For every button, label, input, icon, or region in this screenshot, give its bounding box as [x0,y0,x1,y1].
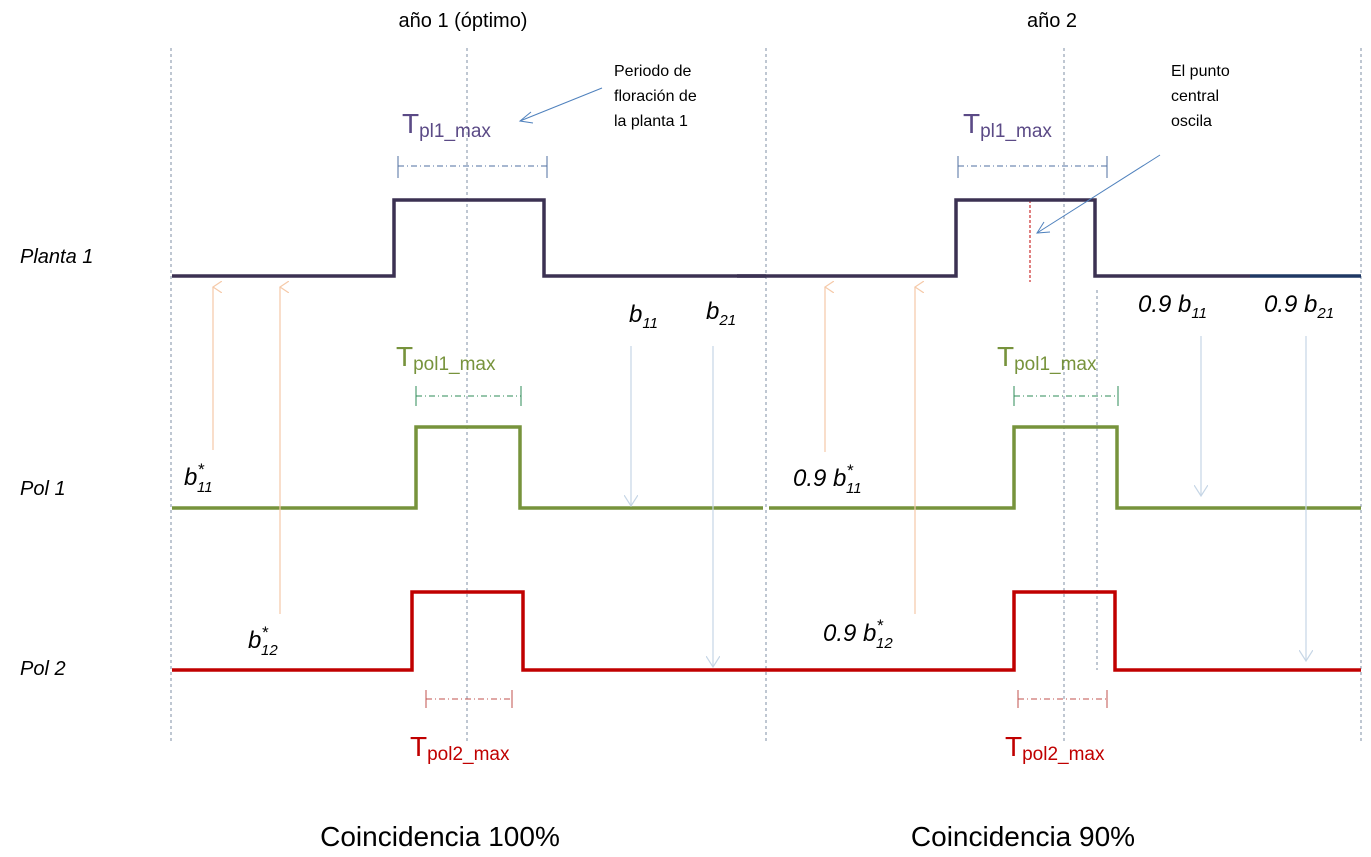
label-09b21-year2: 0.9 b21 [1264,291,1334,322]
header-year1: año 1 (óptimo) [399,10,528,32]
pol2-signal [172,590,1361,672]
pol1-signal-year1 [172,425,763,510]
row-label-plant1: Planta 1 [20,246,93,268]
label-b11-star-year2: 0.9 b* 11 [793,461,862,497]
tpol1-sub-year2: pol1_max [1014,354,1097,375]
tpol2-period-year2 [1017,690,1108,708]
label-b12-star-year2: 0.9 b* 12 [823,616,893,652]
tpol1-main-year2: T [997,341,1014,372]
tpol2-main-year1: T [410,731,427,762]
tpol1-label-year2: Tpol1_max [997,341,1097,375]
tpl1-period-year2 [957,156,1108,178]
tpl1-label-year1: Tpl1_max [402,108,491,142]
header-year2: año 2 [1027,10,1077,32]
tpol1-period-year1 [415,386,522,406]
note-oscillation-line3: oscila [1171,113,1212,130]
plant1-signal-year2 [737,198,1250,278]
tpl1-main-year2: T [963,108,980,139]
tpol2-label-year2: Tpol2_max [1005,731,1105,765]
tpol1-sub-year1: pol1_max [413,354,496,375]
label-b12-star-year1: b* 12 [248,623,278,659]
callout-flowering-pointer [519,87,603,122]
tpol2-main-year2: T [1005,731,1022,762]
row-label-pol1: Pol 1 [20,478,66,500]
label-09b11-year2: 0.9 b11 [1138,291,1207,322]
tpol2-sub-year1: pol2_max [427,744,510,765]
pol1-signal-year2 [769,425,1361,510]
note-flowering-line1: Periodo de [614,63,691,80]
label-b11-year1: b11 [629,301,658,332]
tpol1-label-year1: Tpol1_max [396,341,496,375]
row-label-pol2: Pol 2 [20,658,66,680]
note-flowering-line3: la planta 1 [614,113,688,130]
tpl1-main-year1: T [402,108,419,139]
note-flowering-line2: floración de [614,88,697,105]
tpl1-period-year1 [397,156,548,178]
label-b11-star-year1: b* 11 [184,460,213,496]
tpol1-period-year2 [1013,386,1119,406]
footer-coincidence-year2: Coincidencia 90% [911,821,1135,852]
tpl1-sub-year2: pl1_max [980,121,1052,142]
tpl1-sub-year1: pl1_max [419,121,491,142]
tpol1-main-year1: T [396,341,413,372]
note-oscillation-line1: El punto [1171,63,1230,80]
footer-coincidence-year1: Coincidencia 100% [320,821,560,852]
plant1-signal-year1 [172,198,766,278]
label-b21-year1: b21 [706,298,736,329]
tpol2-sub-year2: pol2_max [1022,744,1105,765]
tpol2-period-year1 [425,690,513,708]
tpl1-label-year2: Tpl1_max [963,108,1052,142]
note-oscillation-line2: central [1171,88,1219,105]
callout-oscillation-pointer [1036,154,1161,234]
tpol2-label-year1: Tpol2_max [410,731,510,765]
